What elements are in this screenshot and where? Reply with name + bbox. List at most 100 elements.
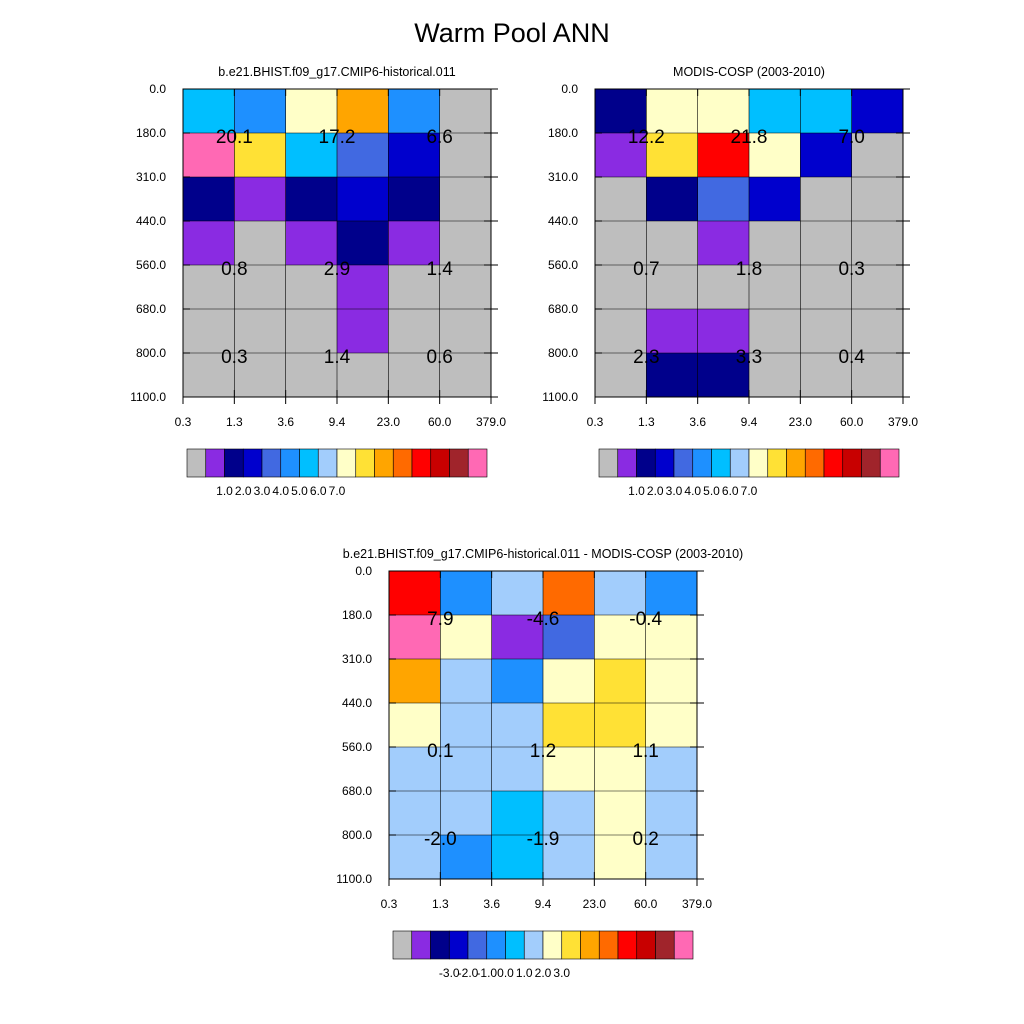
heatmap-cell [749,309,801,354]
colorbar-swatch [280,448,300,478]
colorbar-swatch [711,448,731,478]
colorbar-label: 2.0 [647,484,664,498]
colorbar-label: 3.0 [666,484,683,498]
cell-annotation: 2.3 [633,347,659,368]
colorbar-swatch [823,448,844,478]
heatmap-cell [543,659,595,704]
heatmap-cell [749,89,801,134]
y-tick-label: 440.0 [136,214,166,228]
figure-title: Warm Pool ANN [414,18,610,48]
heatmap-cell [749,353,801,398]
x-tick-label: 379.0 [476,415,506,429]
colorbar-swatch [430,448,450,478]
heatmap-cell [543,747,595,792]
heatmap-cell [749,133,801,178]
cell-annotation: 3.3 [736,347,762,368]
colorbar-swatch [748,448,769,478]
colorbar-swatch [617,448,637,478]
heatmap-cell [440,747,493,792]
heatmap-cell [697,309,750,354]
cell-annotation: 0.3 [838,259,864,280]
heatmap-cell [389,571,441,616]
colorbar-label: 1.0 [628,484,645,498]
heatmap-cell [697,133,750,178]
heatmap-cell [645,835,698,880]
colorbar-swatch [673,448,694,478]
colorbar-label: -1.0 [476,966,497,980]
cell-annotation: -1.9 [527,829,560,850]
y-tick-label: 310.0 [136,170,166,184]
x-tick-label: 9.4 [329,415,346,429]
y-tick-label: 560.0 [548,258,578,272]
heatmap-cell [337,133,389,178]
heatmap-cell [183,177,235,222]
heatmap-cell [388,177,441,222]
heatmap-cell [389,835,441,880]
x-tick-label: 3.6 [277,415,294,429]
cell-annotation: 0.4 [838,347,865,368]
colorbar-swatch [411,448,432,478]
heatmap-cell [645,659,698,704]
colorbar-swatch [617,930,638,960]
x-tick-label: 3.6 [483,897,500,911]
colorbar-swatch [448,930,469,960]
heatmap-cell [388,309,441,354]
heatmap-cell [440,571,493,616]
heatmap-cell [646,353,699,398]
heatmap-cell [697,177,750,222]
cell-annotation: 2.9 [324,259,350,280]
cell-annotation: -2.0 [424,829,457,850]
heatmap-cell [285,309,338,354]
heatmap-cell [543,791,595,836]
heatmap-cell [285,221,338,266]
colorbar-swatch [786,448,806,478]
colorbar-label: 4.0 [684,484,701,498]
heatmap-cell [285,353,338,398]
heatmap-cell [645,791,698,836]
x-tick-label: 23.0 [583,897,607,911]
heatmap-cell [439,133,492,178]
heatmap-cell [491,835,544,880]
heatmap-panel-2: MODIS-COSP (2003-2010) 0.0 180.0 310.0 440.0… [542,65,918,498]
heatmap-cell [543,615,595,660]
panel-title: MODIS-COSP (2003-2010) [673,65,825,79]
heatmap-cell [749,221,801,266]
heatmap-cell [337,177,389,222]
colorbar-label: 5.0 [291,484,308,498]
cell-annotation: 0.3 [221,347,247,368]
heatmap-cell [594,703,647,748]
panel-title: b.e21.BHIST.f09_g17.CMIP6-historical.011 [218,65,455,79]
x-tick-label: 379.0 [888,415,918,429]
cell-annotation: 1.4 [426,259,453,280]
cell-annotation: 17.2 [319,127,356,148]
heatmap-cell [645,747,698,792]
heatmap-cell [285,177,338,222]
y-tick-label: 1100.0 [130,390,166,404]
heatmap-cell [439,265,492,310]
heatmap-cell [337,309,389,354]
x-tick-label: 9.4 [535,897,552,911]
heatmap-cell [183,89,235,134]
colorbar-swatch [355,448,375,478]
y-tick-label: 1100.0 [336,872,372,886]
heatmap-cell [594,791,647,836]
colorbar-label: 1.0 [216,484,233,498]
colorbar-label: 1.0 [516,966,533,980]
y-tick-label: 180.0 [342,608,372,622]
heatmap-cell [234,133,287,178]
heatmap-cell [234,265,287,310]
heatmap-cell [285,133,338,178]
heatmap-cell [851,221,904,266]
heatmap-cell [851,89,904,134]
heatmap-cell [440,615,493,660]
heatmap-cell [337,89,389,134]
heatmap-cell [285,89,338,134]
cell-annotation: 6.6 [426,127,452,148]
heatmap-cell [440,835,493,880]
colorbar-label: 6.0 [310,484,327,498]
heatmap-cell [439,221,492,266]
x-tick-label: 1.3 [226,415,243,429]
x-tick-label: 379.0 [682,897,712,911]
y-tick-label: 440.0 [342,696,372,710]
